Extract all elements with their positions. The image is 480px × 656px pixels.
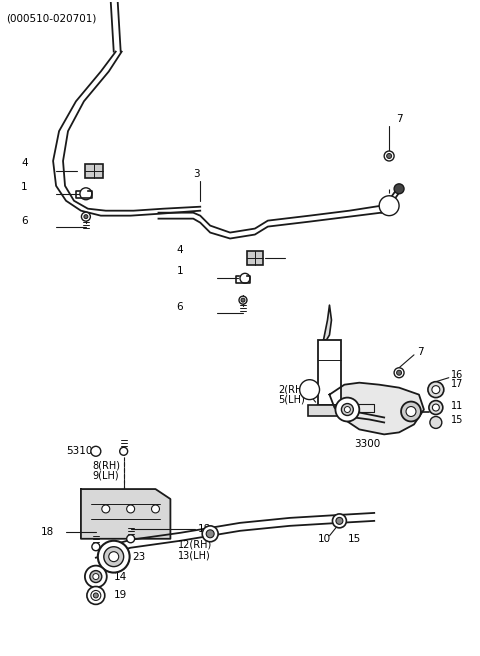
Text: 15: 15 xyxy=(451,415,463,426)
Circle shape xyxy=(109,552,119,562)
Text: 10: 10 xyxy=(318,534,331,544)
Circle shape xyxy=(93,573,99,579)
Circle shape xyxy=(202,526,218,542)
Text: 4: 4 xyxy=(21,158,28,168)
Text: 1: 1 xyxy=(21,182,28,192)
Circle shape xyxy=(91,446,101,457)
Circle shape xyxy=(336,518,343,524)
Circle shape xyxy=(430,417,442,428)
Bar xyxy=(85,164,103,178)
Bar xyxy=(318,340,341,405)
Text: 7: 7 xyxy=(417,347,423,357)
Circle shape xyxy=(102,505,110,513)
Circle shape xyxy=(336,398,360,421)
Circle shape xyxy=(92,543,100,550)
Text: A: A xyxy=(386,201,393,211)
Circle shape xyxy=(241,298,245,302)
Circle shape xyxy=(93,593,98,598)
Polygon shape xyxy=(324,305,332,340)
Circle shape xyxy=(396,370,402,375)
Text: A: A xyxy=(306,384,313,395)
Circle shape xyxy=(379,195,399,216)
Text: 15: 15 xyxy=(348,534,360,544)
Circle shape xyxy=(432,404,439,411)
Circle shape xyxy=(87,586,105,604)
Text: 16: 16 xyxy=(451,370,463,380)
Text: 7: 7 xyxy=(396,114,403,124)
Circle shape xyxy=(240,274,250,283)
Text: 12(RH): 12(RH) xyxy=(179,540,213,550)
Text: 18: 18 xyxy=(198,524,212,534)
Bar xyxy=(308,405,348,417)
Circle shape xyxy=(127,505,134,513)
Circle shape xyxy=(300,380,320,400)
Text: 6: 6 xyxy=(21,216,28,226)
Circle shape xyxy=(429,401,443,415)
Circle shape xyxy=(152,505,159,513)
Circle shape xyxy=(394,368,404,378)
Circle shape xyxy=(85,565,107,588)
Circle shape xyxy=(384,151,394,161)
Text: 2(RH): 2(RH) xyxy=(278,384,306,395)
Circle shape xyxy=(428,382,444,398)
Text: 13(LH): 13(LH) xyxy=(179,550,211,561)
Text: 5310: 5310 xyxy=(66,446,92,457)
Circle shape xyxy=(120,447,128,455)
Text: 6: 6 xyxy=(176,302,183,312)
Text: 3300: 3300 xyxy=(354,440,381,449)
Text: 14: 14 xyxy=(114,571,127,582)
Text: 17: 17 xyxy=(451,379,463,388)
Text: 5(LH): 5(LH) xyxy=(278,394,304,405)
Text: 3400: 3400 xyxy=(351,403,376,413)
Text: 3: 3 xyxy=(193,169,200,179)
Text: 23: 23 xyxy=(132,552,146,562)
Text: 18: 18 xyxy=(41,527,54,537)
Circle shape xyxy=(127,535,134,543)
Polygon shape xyxy=(81,489,170,539)
Text: 9(LH): 9(LH) xyxy=(93,470,120,480)
Circle shape xyxy=(394,184,404,194)
Circle shape xyxy=(387,154,392,159)
Circle shape xyxy=(401,401,421,421)
Text: 4: 4 xyxy=(176,245,183,255)
Circle shape xyxy=(98,541,130,573)
Circle shape xyxy=(90,571,102,583)
Circle shape xyxy=(104,546,124,567)
Text: 1: 1 xyxy=(176,266,183,276)
Circle shape xyxy=(406,407,416,417)
Text: 19: 19 xyxy=(114,590,127,600)
Circle shape xyxy=(80,188,92,199)
Circle shape xyxy=(239,297,247,304)
Bar xyxy=(247,251,263,266)
Circle shape xyxy=(206,530,214,538)
Circle shape xyxy=(82,212,90,221)
Circle shape xyxy=(432,386,440,394)
Text: 11: 11 xyxy=(451,401,463,411)
Circle shape xyxy=(84,215,88,218)
Circle shape xyxy=(341,403,353,415)
Circle shape xyxy=(333,514,347,528)
Polygon shape xyxy=(329,382,424,434)
Circle shape xyxy=(91,590,101,600)
Text: (000510-020701): (000510-020701) xyxy=(6,14,97,24)
Circle shape xyxy=(344,407,350,413)
Text: 8(RH): 8(RH) xyxy=(93,461,121,470)
